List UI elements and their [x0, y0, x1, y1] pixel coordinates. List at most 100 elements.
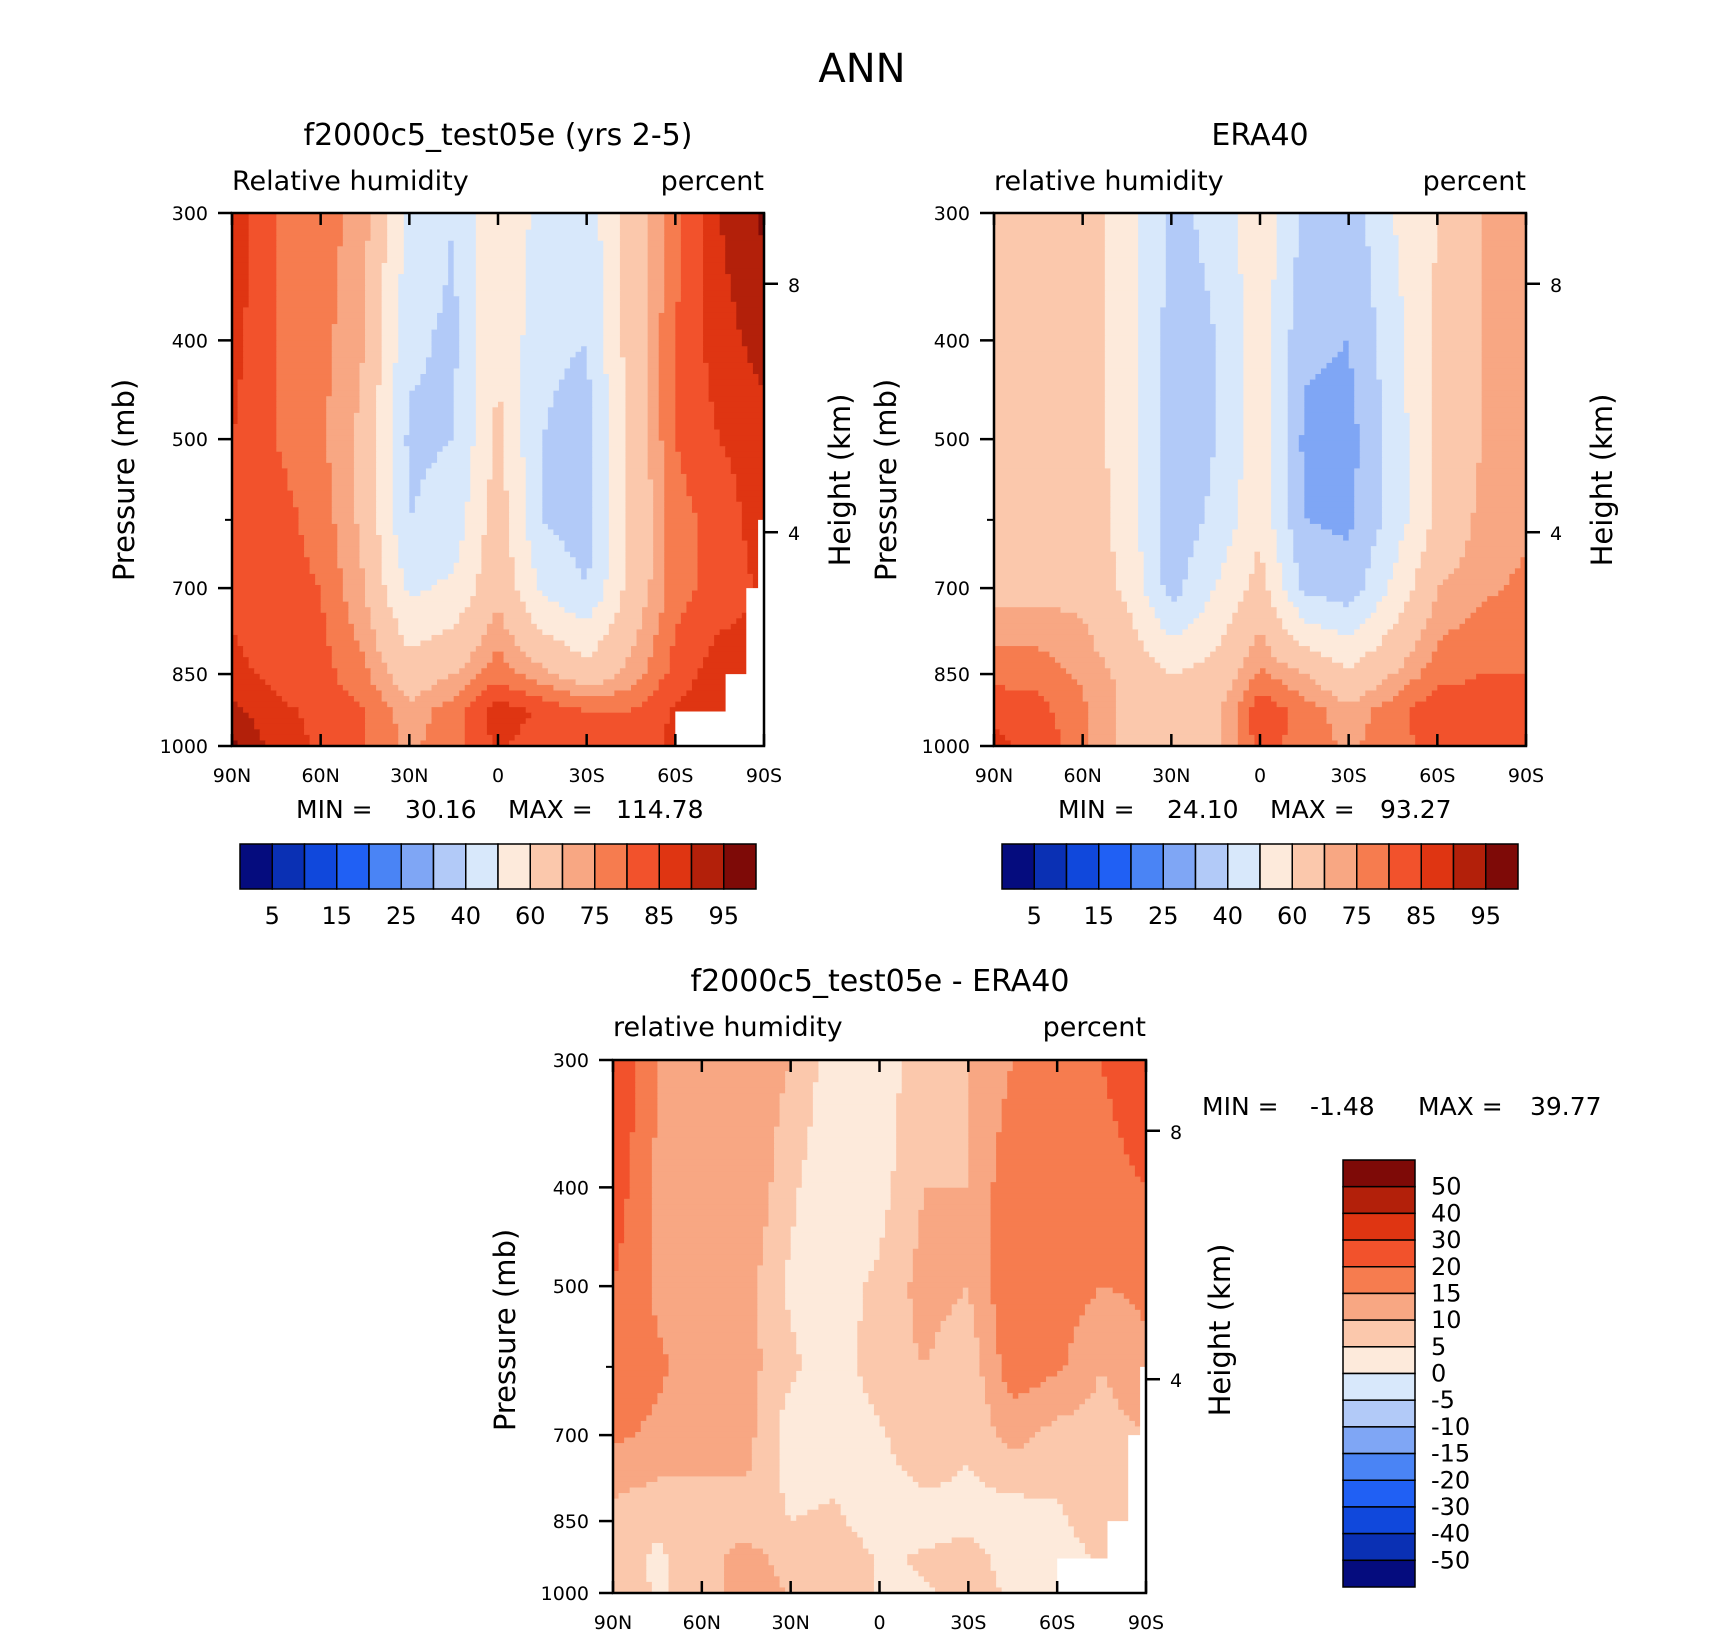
contour-cell — [425, 723, 466, 730]
contour-cell — [613, 1121, 636, 1128]
contour-cell — [747, 540, 764, 547]
contour-cell — [403, 235, 477, 242]
contour-cell — [613, 1481, 647, 1489]
contour-cell — [520, 379, 560, 386]
contour-cell — [1271, 374, 1289, 381]
contour-cell — [232, 251, 250, 259]
contour-cell — [531, 218, 599, 225]
contour-cell — [1271, 651, 1322, 658]
contour-cell — [365, 651, 383, 658]
contour-cell — [1001, 1126, 1119, 1133]
contour-cell — [668, 1559, 725, 1566]
contour-cell — [276, 279, 338, 286]
contour-cell — [1007, 1087, 1108, 1094]
contour-cell — [757, 1332, 797, 1339]
contour-cell — [1398, 279, 1433, 286]
contour-cell — [1104, 351, 1139, 358]
contour-cell — [757, 1309, 792, 1316]
contour-cell — [525, 229, 599, 236]
contour-cell — [857, 1359, 981, 1366]
contour-cell — [1210, 290, 1244, 297]
contour-cell — [635, 1065, 659, 1072]
contour-cell — [1107, 1093, 1146, 1100]
contour-cell — [1476, 485, 1526, 492]
contour-cell — [762, 1548, 869, 1555]
contour-cell — [979, 1343, 997, 1350]
contour-cell — [337, 262, 366, 270]
contour-cell — [520, 440, 543, 447]
contour-cell — [453, 257, 477, 264]
contour-cell — [1165, 224, 1195, 231]
colorbar-box — [239, 843, 273, 890]
contour-cell — [486, 662, 510, 669]
contour-cell — [613, 1420, 642, 1428]
contour-cell — [646, 1415, 758, 1422]
contour-cell — [409, 462, 433, 469]
contour-cell — [658, 679, 693, 686]
contour-cell — [779, 1121, 814, 1128]
contour-cell — [662, 1382, 758, 1389]
contour-cell — [592, 535, 610, 542]
contour-cell — [664, 501, 693, 508]
contour-cell — [1101, 1071, 1146, 1078]
contour-cell — [381, 690, 405, 697]
contour-cell — [1437, 240, 1483, 247]
contour-cell — [592, 390, 610, 397]
contour-cell — [857, 1531, 1075, 1539]
contour-cell — [276, 329, 333, 336]
contour-cell — [232, 296, 250, 303]
contour-cell — [994, 479, 1111, 486]
contour-cell — [642, 618, 660, 625]
colorbar-label: -30 — [1431, 1493, 1470, 1521]
contour-cell — [613, 1315, 659, 1322]
contour-cell — [664, 262, 682, 270]
contour-cell — [994, 390, 1106, 397]
contour-cell — [968, 1298, 992, 1305]
contour-cell — [370, 623, 399, 630]
contour-cell — [613, 1126, 636, 1133]
contour-cell — [1215, 401, 1244, 408]
contour-cell — [647, 262, 665, 270]
contour-cell — [232, 374, 244, 381]
contour-cell — [475, 379, 521, 386]
contour-cell — [658, 351, 676, 358]
contour-cell — [381, 301, 399, 308]
contour-cell — [680, 296, 704, 303]
contour-cell — [729, 1548, 764, 1555]
contour-cell — [1143, 551, 1161, 558]
contour-cell — [1431, 340, 1483, 347]
contour-cell — [675, 629, 721, 636]
contour-cell — [1134, 1165, 1146, 1172]
contour-cell — [857, 1370, 981, 1378]
contour-cell — [608, 401, 627, 408]
contour-cell — [1232, 535, 1278, 542]
colorbar-box — [1342, 1319, 1416, 1348]
contour-cell — [1215, 385, 1244, 392]
contour-cell — [1348, 362, 1377, 370]
contour-cell — [758, 213, 764, 220]
contour-cell — [873, 1259, 914, 1267]
contour-cell — [1387, 590, 1411, 597]
contour-cell — [613, 1221, 625, 1228]
contour-cell — [1431, 496, 1477, 503]
contour-cell — [1165, 268, 1206, 275]
contour-cell — [1381, 518, 1411, 525]
contour-cell — [1287, 468, 1305, 475]
contour-cell — [1293, 257, 1372, 264]
contour-cell — [475, 307, 527, 314]
contour-cell — [381, 362, 394, 370]
contour-cell — [575, 679, 604, 686]
contour-cell — [1237, 257, 1278, 264]
contour-cell — [757, 1420, 781, 1428]
contour-cell — [520, 435, 543, 442]
contour-cell — [492, 618, 505, 625]
colorbar-box — [1001, 843, 1035, 890]
contour-cell — [370, 612, 394, 619]
contour-cell — [381, 357, 399, 364]
contour-cell — [1370, 251, 1400, 259]
contour-cell — [337, 268, 366, 275]
contour-cell — [342, 229, 372, 236]
contour-cell — [525, 462, 543, 469]
contour-cell — [287, 701, 361, 708]
contour-cell — [1293, 268, 1372, 275]
